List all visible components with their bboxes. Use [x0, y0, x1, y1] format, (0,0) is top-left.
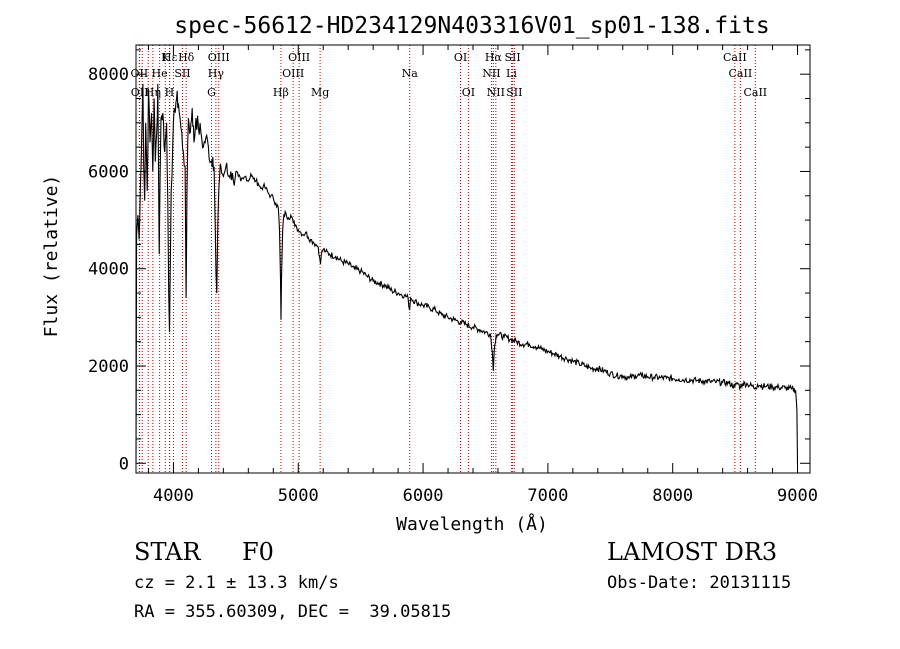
- line-label: OII: [131, 67, 149, 80]
- line-label: NII: [482, 67, 500, 80]
- x-tick-label: 6000: [403, 486, 444, 506]
- line-label: Mg: [311, 86, 329, 99]
- y-tick-label: 8000: [88, 65, 129, 85]
- x-tick-label: 7000: [527, 486, 568, 506]
- line-label: K: [161, 51, 170, 64]
- x-tick-label: 8000: [652, 486, 693, 506]
- line-label: OII: [131, 86, 149, 99]
- line-label: OIII: [208, 51, 230, 64]
- object-class: STAR: [134, 538, 201, 566]
- line-label: NII: [487, 86, 505, 99]
- observation-date: Obs-Date: 20131115: [607, 573, 792, 593]
- x-tick-label: 9000: [777, 486, 818, 506]
- y-tick-label: 0: [119, 454, 129, 474]
- line-label: Hδ: [178, 51, 195, 64]
- line-label: CaII: [743, 86, 767, 99]
- line-label: Hη: [145, 86, 161, 99]
- spectral-line-markers: [138, 45, 756, 473]
- line-label: Li: [506, 67, 517, 80]
- line-label: OIII: [288, 51, 310, 64]
- line-label: He: [152, 67, 168, 80]
- y-tick-label: 4000: [88, 260, 129, 280]
- line-label: SII: [506, 86, 522, 99]
- redshift-value: cz = 2.1 ± 13.3 km/s: [134, 573, 339, 593]
- line-label: Hβ: [273, 86, 289, 99]
- line-label: OI: [462, 86, 475, 99]
- line-label: Hα: [485, 51, 503, 64]
- line-label: OI: [454, 51, 467, 64]
- line-label: Hγ: [208, 67, 225, 80]
- plot-frame: [135, 44, 811, 474]
- y-axis-label: Flux (relative): [41, 175, 62, 338]
- x-axis-label: Wavelength (Å): [396, 513, 548, 535]
- x-tick-label: 4000: [153, 486, 194, 506]
- line-label: CaII: [723, 51, 747, 64]
- line-label: SII: [174, 67, 190, 80]
- y-axis-ticks: 0 2000 4000 6000 8000: [88, 49, 810, 474]
- chart-title: spec-56612-HD234129N403316V01_sp01-138.f…: [174, 13, 769, 39]
- spectrum-series-line: [135, 83, 799, 464]
- line-label: G: [207, 86, 216, 99]
- line-label: Na: [402, 67, 419, 80]
- x-tick-label: 5000: [278, 486, 319, 506]
- survey-name: LAMOST DR3: [607, 538, 778, 566]
- line-label: OIII: [282, 67, 304, 80]
- line-label: CaII: [729, 67, 753, 80]
- coordinates: RA = 355.60309, DEC = 39.05815: [134, 602, 452, 622]
- line-label: SII: [504, 51, 520, 64]
- line-label: H: [165, 86, 175, 99]
- object-subclass: F0: [242, 538, 274, 566]
- y-tick-label: 2000: [88, 357, 129, 377]
- y-tick-label: 6000: [88, 162, 129, 182]
- x-axis-ticks: 4000 5000 6000 7000 8000 9000: [147, 45, 818, 506]
